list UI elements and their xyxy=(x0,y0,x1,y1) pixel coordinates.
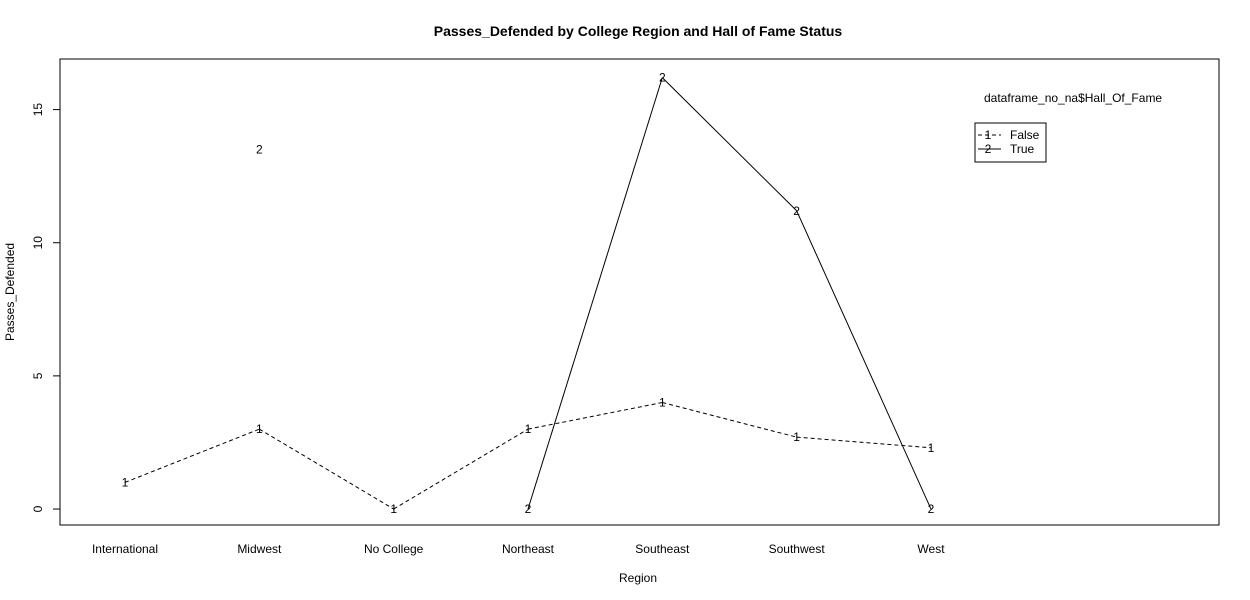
x-tick-label: West xyxy=(917,542,945,556)
x-tick-label: Northeast xyxy=(502,542,555,556)
data-point: 1 xyxy=(793,430,800,444)
x-tick-label: No College xyxy=(364,542,424,556)
data-point: 1 xyxy=(525,422,532,436)
series-line-segment xyxy=(124,428,260,483)
chart-title: Passes_Defended by College Region and Ha… xyxy=(434,23,843,39)
data-point: 2 xyxy=(928,502,935,516)
data-point: 2 xyxy=(793,204,800,218)
data-point: 1 xyxy=(256,422,263,436)
series-true: 2 2 2 2 2 xyxy=(256,71,935,516)
data-point: 1 xyxy=(122,475,129,489)
x-tick-label: Southeast xyxy=(635,542,690,556)
series-line-segment xyxy=(796,210,932,510)
legend-box xyxy=(974,122,1047,163)
data-point: 2 xyxy=(525,502,532,516)
data-point: 2 xyxy=(256,143,263,157)
y-tick-label: 15 xyxy=(31,103,45,117)
series-line-segment xyxy=(527,77,663,510)
plot-frame xyxy=(59,58,1220,526)
legend-true-label: True xyxy=(1010,142,1035,156)
y-tick-label: 5 xyxy=(31,372,45,379)
legend-true-symbol: 2 xyxy=(985,142,992,156)
series-false: 1 1 1 1 1 1 1 xyxy=(122,396,935,517)
data-point: 1 xyxy=(928,441,935,455)
y-tick-label: 10 xyxy=(31,236,45,250)
series-line-segment xyxy=(661,77,798,212)
y-axis: 0 5 10 15 xyxy=(31,103,60,512)
legend-title: dataframe_no_na$Hall_Of_Fame xyxy=(984,91,1162,105)
series-line-segment xyxy=(393,428,529,510)
data-point: 1 xyxy=(659,396,666,410)
legend-false-label: False xyxy=(1010,128,1040,142)
legend-false-symbol: 1 xyxy=(985,128,992,142)
x-tick-label: International xyxy=(92,542,158,556)
x-axis-label: Region xyxy=(619,571,657,585)
legend: dataframe_no_na$Hall_Of_Fame 1 False 2 T… xyxy=(974,91,1162,163)
series-line-segment xyxy=(259,428,394,510)
data-point: 2 xyxy=(659,71,666,85)
x-axis-tick-labels: International Midwest No College Northeast S… xyxy=(92,542,945,556)
series-line-segment xyxy=(796,436,932,449)
x-tick-label: Southwest xyxy=(769,542,826,556)
y-tick-label: 0 xyxy=(31,505,45,512)
series-line-segment xyxy=(527,402,663,430)
series-layer: 1 1 1 1 1 1 1 2 2 2 2 2 xyxy=(122,71,935,516)
x-tick-label: Midwest xyxy=(237,542,282,556)
data-point: 1 xyxy=(390,502,397,516)
y-axis-label: Passes_Defended xyxy=(3,243,17,341)
series-line-segment xyxy=(662,402,797,438)
